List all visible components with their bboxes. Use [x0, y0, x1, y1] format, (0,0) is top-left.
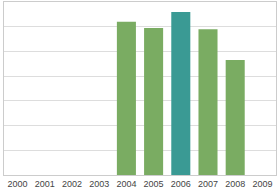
- svg-text:2009: 2009: [252, 179, 272, 189]
- svg-text:2006: 2006: [171, 179, 191, 189]
- svg-text:2003: 2003: [89, 179, 109, 189]
- svg-text:2007: 2007: [198, 179, 218, 189]
- svg-text:2001: 2001: [35, 179, 55, 189]
- svg-text:2002: 2002: [62, 179, 82, 189]
- svg-text:2000: 2000: [8, 179, 28, 189]
- svg-text:2008: 2008: [225, 179, 245, 189]
- svg-text:2004: 2004: [116, 179, 136, 189]
- svg-text:2005: 2005: [144, 179, 164, 189]
